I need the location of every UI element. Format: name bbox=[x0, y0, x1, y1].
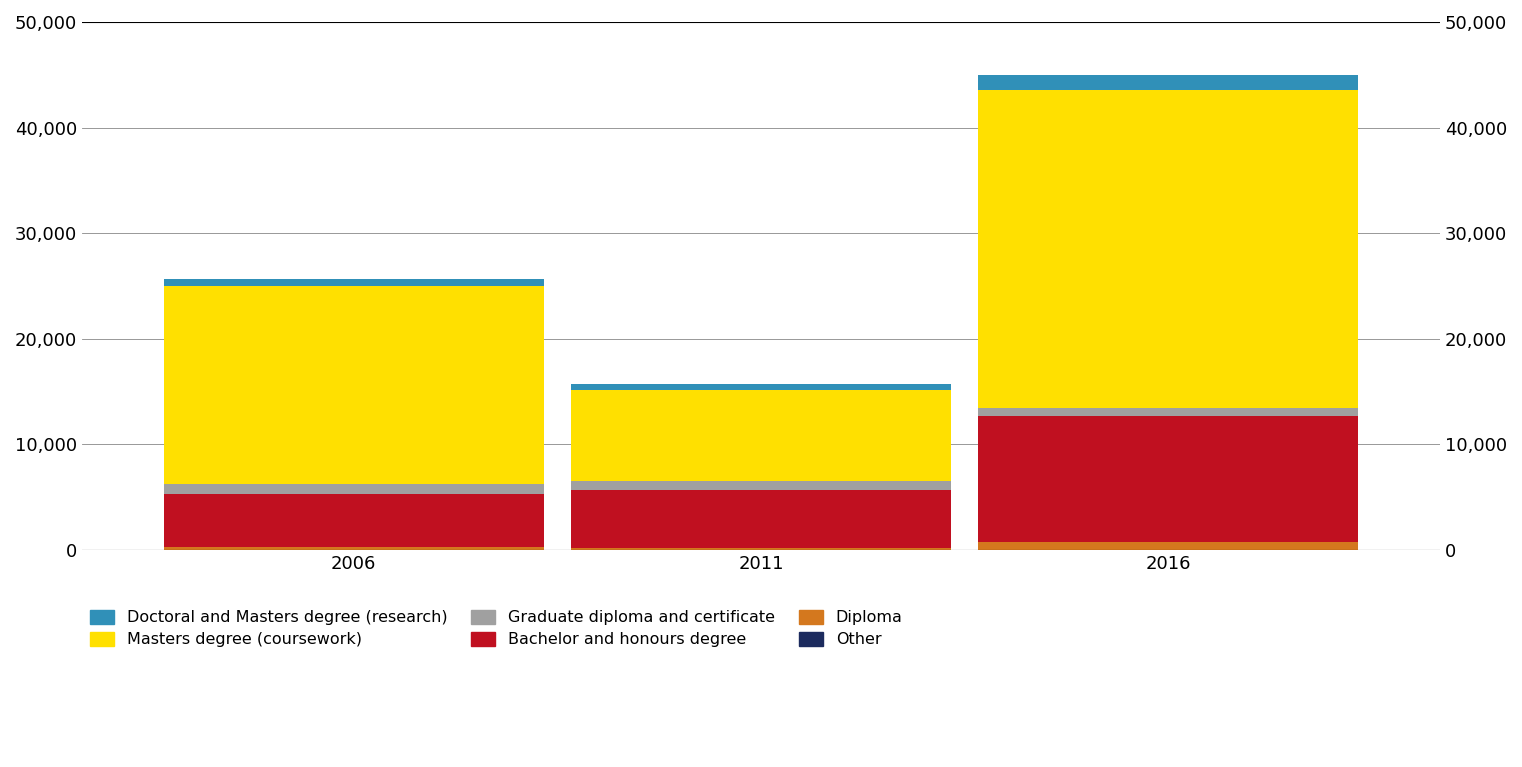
Bar bbox=[571, 384, 951, 390]
Bar bbox=[163, 286, 543, 485]
Bar bbox=[571, 390, 951, 481]
Bar bbox=[979, 416, 1359, 542]
Bar bbox=[979, 408, 1359, 416]
Bar bbox=[571, 481, 951, 489]
Bar bbox=[571, 548, 951, 550]
Bar bbox=[979, 542, 1359, 550]
Bar bbox=[163, 494, 543, 547]
Bar bbox=[163, 485, 543, 494]
Bar bbox=[163, 547, 543, 550]
Bar bbox=[571, 489, 951, 548]
Bar bbox=[979, 75, 1359, 90]
Bar bbox=[979, 90, 1359, 408]
Bar bbox=[163, 278, 543, 286]
Legend: Doctoral and Masters degree (research), Masters degree (coursework), Graduate di: Doctoral and Masters degree (research), … bbox=[90, 610, 903, 647]
